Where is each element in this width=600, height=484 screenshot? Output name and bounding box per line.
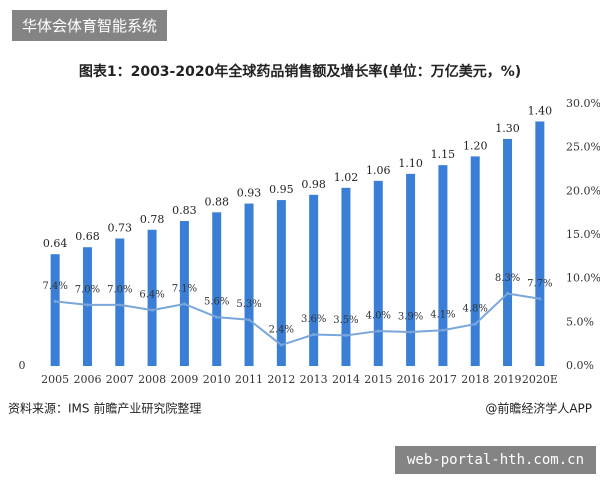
- line-point: [506, 292, 510, 296]
- line-label: 3.9%: [398, 311, 423, 322]
- y2-tick-label: 20.0%: [566, 184, 600, 197]
- line-point: [215, 315, 219, 319]
- bar: [115, 238, 125, 366]
- line-label: 2.4%: [269, 325, 294, 336]
- chart-title: 图表1：2003-2020年全球药品销售额及增长率(单位：万亿美元，%): [79, 63, 521, 80]
- x-tick-label: 2015: [364, 373, 392, 386]
- bar: [179, 221, 189, 366]
- y2-tick-label: 25.0%: [566, 141, 600, 154]
- bar: [341, 187, 351, 366]
- bar-label: 0.95: [269, 183, 294, 196]
- x-tick-label: 2012: [267, 373, 295, 386]
- x-tick-label: 2011: [235, 373, 263, 386]
- line-point: [473, 322, 477, 326]
- y-tick-label: 0: [19, 359, 26, 372]
- y2-tick-label: 15.0%: [566, 228, 600, 241]
- bar: [212, 212, 222, 366]
- bar-label: 0.64: [43, 237, 68, 250]
- x-tick-label: 2006: [73, 373, 101, 386]
- x-tick-label: 2008: [138, 373, 166, 386]
- bar-label: 1.30: [495, 122, 520, 135]
- line-point: [150, 308, 154, 312]
- bar-label: 0.78: [140, 213, 165, 226]
- line-label: 5.6%: [204, 297, 229, 308]
- x-tick-label: 2017: [429, 373, 457, 386]
- x-tick-label: 2009: [170, 373, 198, 386]
- y2-tick-label: 5.0%: [566, 315, 594, 328]
- line-point: [376, 329, 380, 333]
- bar-label: 0.83: [172, 204, 197, 217]
- line-label: 4.0%: [366, 311, 391, 322]
- x-tick-label: 2005: [41, 373, 69, 386]
- line-label: 4.1%: [430, 310, 455, 321]
- line-point: [409, 330, 413, 334]
- bar: [276, 200, 286, 366]
- line-label: 7.0%: [75, 284, 100, 295]
- bar: [470, 156, 480, 366]
- bar: [50, 254, 60, 366]
- bar-label: 1.40: [528, 104, 553, 117]
- y2-tick-label: 0.0%: [566, 359, 594, 372]
- y2-tick-label: 30.0%: [566, 97, 600, 110]
- credit: @前瞻经济学人APP: [485, 401, 592, 416]
- y2-tick-label: 10.0%: [566, 272, 600, 285]
- bar-label: 1.06: [366, 164, 391, 177]
- line-label: 5.3%: [236, 299, 261, 310]
- line-point: [85, 303, 89, 307]
- line-point: [344, 333, 348, 337]
- line-label: 7.4%: [42, 281, 67, 292]
- bar-label: 1.02: [334, 171, 359, 184]
- bar-label: 0.88: [204, 195, 229, 208]
- bar: [147, 229, 157, 366]
- x-tick-label: 2020E: [522, 373, 558, 386]
- x-tick-label: 2013: [300, 373, 328, 386]
- bar-label: 0.73: [108, 221, 133, 234]
- x-tick-label: 2016: [397, 373, 425, 386]
- bar: [438, 165, 448, 366]
- line-point: [279, 343, 283, 347]
- bar: [503, 138, 513, 366]
- bar: [309, 194, 319, 366]
- bar-label: 1.20: [463, 139, 488, 152]
- bar: [373, 180, 383, 366]
- line-label: 6.4%: [139, 290, 164, 301]
- bar: [82, 247, 92, 366]
- bar: [406, 173, 416, 366]
- line-point: [538, 297, 542, 301]
- bar-label: 0.68: [75, 230, 100, 243]
- site-banner: web-portal-hth.com.cn: [395, 446, 597, 474]
- banner: 华体会体育智能系统: [12, 10, 168, 41]
- x-tick-label: 2019: [494, 373, 522, 386]
- bar-label: 1.15: [431, 148, 456, 161]
- line-label: 7.0%: [107, 284, 132, 295]
- bar: [535, 121, 545, 366]
- line: [55, 292, 541, 347]
- bar-label: 1.10: [398, 157, 423, 170]
- source: 资料来源：IMS 前瞻产业研究院整理: [8, 401, 201, 416]
- line-point: [441, 328, 445, 332]
- line-label: 3.5%: [333, 315, 358, 326]
- line-point: [182, 302, 186, 306]
- line-label: 3.6%: [301, 314, 326, 325]
- line-label: 7.7%: [527, 278, 552, 289]
- line-point: [247, 318, 251, 322]
- line-label: 8.3%: [495, 273, 520, 284]
- line-point: [53, 299, 57, 303]
- line-label: 7.1%: [172, 283, 197, 294]
- x-tick-label: 2007: [106, 373, 134, 386]
- line-label: 4.8%: [463, 304, 488, 315]
- x-tick-label: 2010: [203, 373, 231, 386]
- line-point: [312, 333, 316, 337]
- x-tick-label: 2018: [461, 373, 489, 386]
- bar-label: 0.98: [301, 178, 326, 191]
- bar-label: 0.93: [237, 187, 262, 200]
- line-point: [118, 303, 122, 307]
- x-tick-label: 2014: [332, 373, 360, 386]
- bar: [244, 203, 254, 366]
